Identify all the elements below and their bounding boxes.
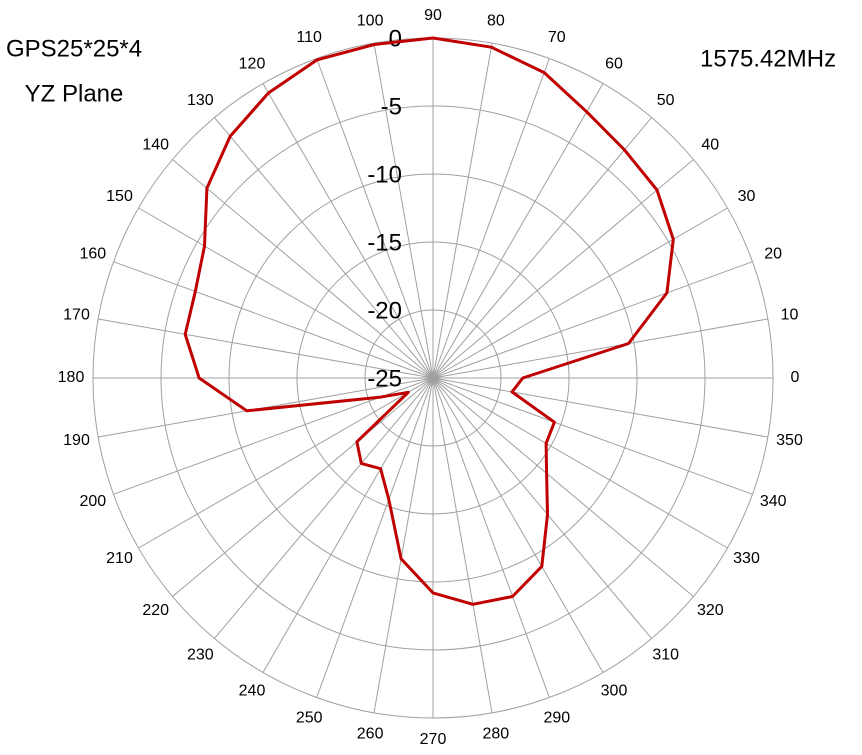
angle-label: 180 (58, 369, 85, 386)
spoke (432, 58, 550, 379)
angle-label: 230 (187, 647, 214, 664)
angle-label: 0 (791, 369, 800, 386)
angle-label: 130 (187, 92, 214, 109)
spoke (432, 377, 652, 639)
angle-label: 160 (79, 245, 106, 262)
angle-label: 250 (296, 709, 323, 726)
angle-label: 40 (701, 137, 719, 154)
angle-label: 50 (657, 92, 675, 109)
spoke (432, 83, 604, 379)
angle-label: 190 (63, 432, 90, 449)
radial-tick-label: -10 (367, 161, 402, 188)
angle-label: 350 (776, 432, 803, 449)
spoke (432, 318, 768, 379)
angle-label: 10 (781, 306, 799, 323)
angle-label: 100 (357, 13, 384, 30)
spoke (113, 261, 434, 379)
angle-label: 30 (738, 188, 756, 205)
spoke (432, 377, 768, 438)
angle-label: 330 (733, 550, 760, 567)
spoke (432, 377, 550, 698)
spoke (172, 377, 434, 597)
radial-tick-label: -15 (367, 229, 402, 256)
spoke (432, 261, 753, 379)
spoke (172, 159, 434, 379)
spoke (432, 377, 493, 713)
radial-tick-label: -20 (367, 297, 402, 324)
angle-label: 300 (601, 683, 628, 700)
spoke (262, 83, 434, 379)
radial-tick-label: -25 (367, 365, 402, 392)
spoke (432, 207, 728, 379)
spoke (432, 377, 753, 495)
angle-label: 320 (697, 602, 724, 619)
spoke (432, 117, 652, 379)
angle-label: 210 (106, 550, 133, 567)
angle-label: 220 (142, 602, 169, 619)
angle-label: 150 (106, 188, 133, 205)
angle-label: 110 (296, 29, 322, 46)
angle-label: 280 (483, 726, 510, 743)
spoke (432, 377, 604, 673)
angle-label: 80 (487, 13, 505, 30)
angle-label: 290 (543, 709, 570, 726)
spoke (432, 159, 694, 379)
angle-label: 340 (760, 493, 787, 510)
angle-label: 270 (420, 731, 447, 748)
angle-label: 310 (652, 647, 679, 664)
chart-title: GPS25*25*4 (6, 35, 142, 62)
radial-tick-label: 0 (389, 25, 402, 52)
angle-label: 170 (63, 306, 90, 323)
angle-label: 140 (142, 137, 169, 154)
spoke (432, 377, 694, 597)
chart-subtitle: YZ Plane (25, 80, 124, 107)
spoke (214, 117, 434, 379)
angle-label: 60 (605, 56, 623, 73)
radial-tick-label: -5 (381, 93, 402, 120)
angle-label: 20 (764, 245, 782, 262)
spoke (432, 43, 493, 379)
spoke (214, 377, 434, 639)
spoke (262, 377, 434, 673)
spoke (373, 43, 434, 379)
spoke (316, 377, 434, 698)
spoke (373, 377, 434, 713)
spoke (138, 377, 434, 549)
spoke (316, 58, 434, 379)
angle-label: 240 (239, 683, 266, 700)
angle-label: 260 (357, 726, 384, 743)
angle-label: 200 (79, 493, 106, 510)
spoke (98, 318, 434, 379)
pattern-line (183, 36, 675, 606)
angle-label: 120 (239, 56, 266, 73)
angle-label: 90 (424, 7, 442, 24)
frequency-label: 1575.42MHz (700, 45, 836, 72)
spoke (138, 207, 434, 379)
spoke (432, 377, 728, 549)
angle-label: 70 (548, 29, 566, 46)
